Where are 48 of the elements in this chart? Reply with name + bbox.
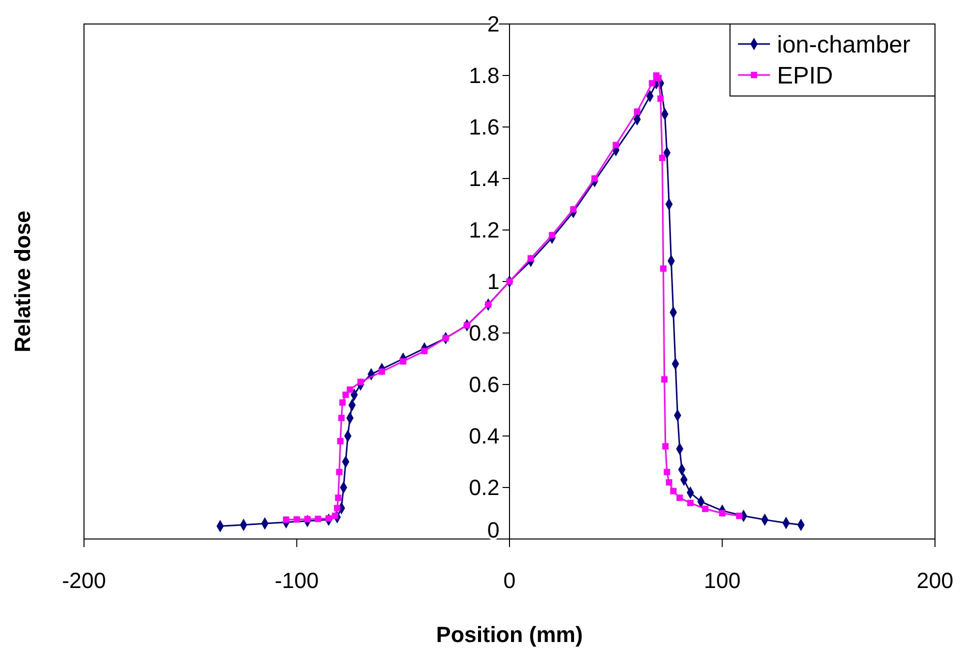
x-tick-label: 200 — [916, 568, 954, 593]
y-tick-label: 1.6 — [468, 114, 500, 140]
point — [282, 516, 290, 523]
point — [335, 494, 342, 501]
x-tick-label: 0 — [503, 568, 516, 593]
point — [346, 386, 354, 393]
y-tick-label: 0.2 — [468, 475, 500, 500]
y-axis-title: Relative dose — [10, 210, 35, 352]
point — [634, 108, 640, 115]
point — [702, 506, 708, 512]
point — [659, 154, 666, 162]
y-tick-label: 0.6 — [468, 372, 500, 398]
x-tick-label: -200 — [62, 568, 106, 593]
legend-label: ion-chamber — [777, 31, 910, 58]
y-tick-label: 0 — [487, 518, 500, 543]
x-axis-title: Position (mm) — [436, 622, 583, 647]
point — [336, 468, 342, 476]
point — [314, 516, 322, 522]
point — [339, 399, 346, 406]
point — [337, 438, 344, 444]
point — [332, 512, 338, 519]
point — [664, 468, 670, 476]
y-tick-label: 0.4 — [468, 424, 500, 449]
point — [648, 80, 656, 86]
point — [338, 414, 345, 422]
point — [736, 512, 742, 519]
point — [657, 96, 664, 102]
legend-label: EPID — [777, 62, 834, 90]
y-tick-label: 1.2 — [468, 218, 500, 243]
point — [342, 392, 349, 398]
x-tick-label: -100 — [274, 568, 319, 593]
point — [294, 516, 300, 523]
point — [660, 265, 666, 272]
point — [666, 479, 672, 486]
point — [676, 494, 683, 501]
y-tick-label: 1.4 — [468, 166, 500, 192]
y-tick-label: 1 — [487, 269, 500, 294]
point — [304, 516, 311, 522]
y-tick-label: 1.8 — [468, 63, 500, 88]
point — [655, 74, 662, 82]
point — [662, 443, 669, 450]
y-tick-label: 0.8 — [468, 320, 500, 346]
point — [612, 142, 620, 148]
point — [661, 376, 668, 383]
x-tick-label: 100 — [704, 568, 741, 593]
point — [687, 500, 694, 506]
point — [670, 488, 676, 494]
point — [334, 504, 340, 512]
